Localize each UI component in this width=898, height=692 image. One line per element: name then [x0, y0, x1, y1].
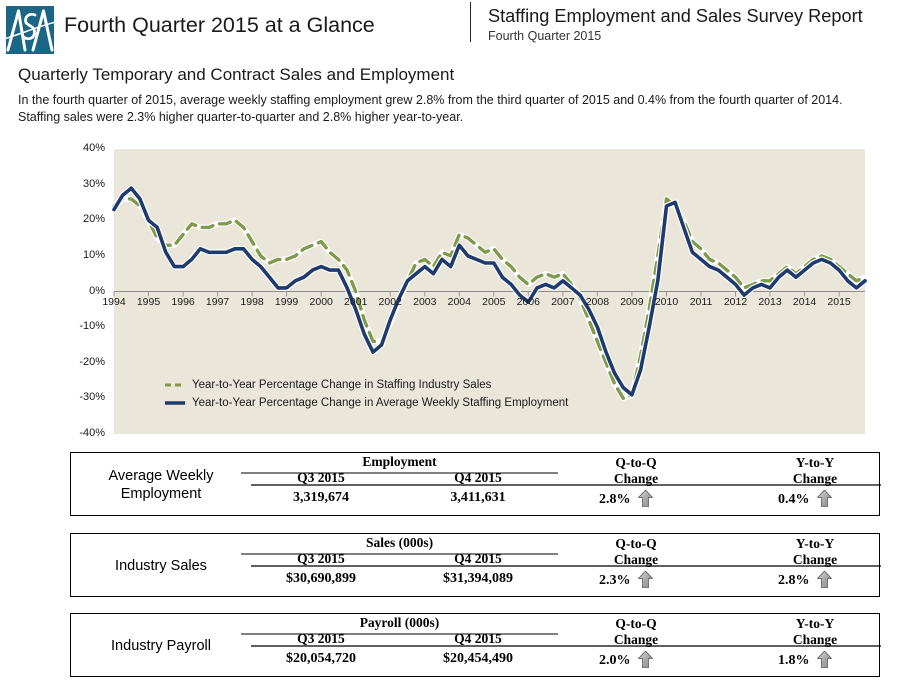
svg-text:2009: 2009 — [620, 296, 644, 308]
svg-text:2005: 2005 — [482, 296, 506, 308]
svg-text:2008: 2008 — [586, 296, 610, 308]
svg-text:2002: 2002 — [379, 296, 403, 308]
svg-text:2015: 2015 — [827, 296, 851, 308]
svg-text:1998: 1998 — [240, 296, 264, 308]
svg-text:2000: 2000 — [310, 296, 334, 308]
svg-text:1996: 1996 — [171, 296, 195, 308]
svg-text:2004: 2004 — [448, 296, 472, 308]
svg-text:2012: 2012 — [724, 296, 748, 308]
svg-text:1995: 1995 — [137, 296, 161, 308]
svg-text:2003: 2003 — [413, 296, 437, 308]
svg-text:2011: 2011 — [690, 296, 713, 308]
svg-text:2001: 2001 — [344, 296, 368, 308]
svg-text:1997: 1997 — [206, 296, 230, 308]
svg-text:2010: 2010 — [655, 296, 679, 308]
svg-text:2014: 2014 — [793, 296, 817, 308]
svg-text:2007: 2007 — [551, 296, 575, 308]
svg-text:1999: 1999 — [275, 296, 299, 308]
svg-text:1994: 1994 — [102, 296, 126, 308]
svg-text:2006: 2006 — [517, 296, 541, 308]
svg-text:2013: 2013 — [758, 296, 782, 308]
